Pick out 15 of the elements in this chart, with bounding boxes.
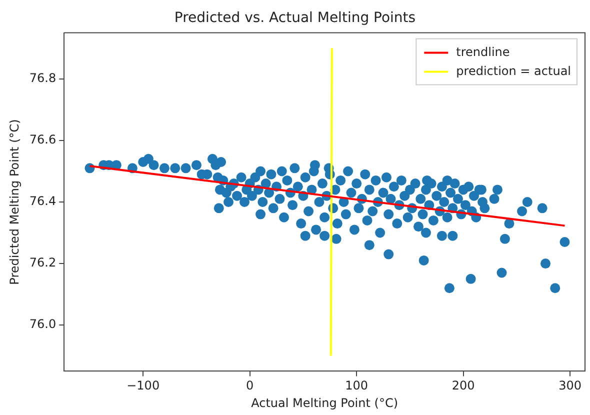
x-tick-label: 0 [246,378,254,393]
y-axis-title: Predicted Melting Point (°C) [7,119,22,285]
chart-title: Predicted vs. Actual Melting Points [174,10,416,26]
y-tick-label: 76.8 [29,71,56,86]
legend-label: trendline [456,44,510,59]
y-tick-label: 76.6 [29,132,56,147]
y-tick-label: 76.0 [29,317,56,332]
x-tick-label: −100 [126,378,160,393]
legend-label: prediction = actual [456,64,572,78]
x-tick-label: 300 [558,378,582,393]
x-axis-title: Actual Melting Point (°C) [251,396,398,410]
y-tick-label: 76.4 [29,194,56,208]
y-tick-label: 76.2 [29,256,56,270]
x-tick-label: 100 [345,378,368,393]
x-tick-label: 200 [452,378,475,393]
